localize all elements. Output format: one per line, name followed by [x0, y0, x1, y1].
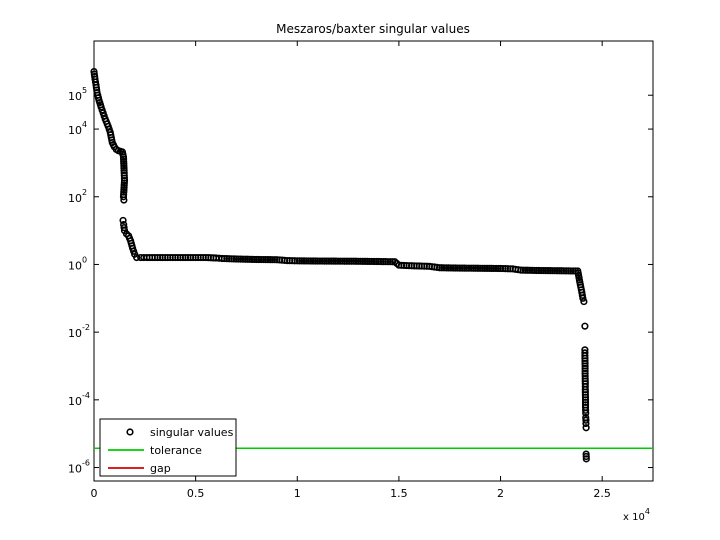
legend-marker — [126, 428, 134, 436]
data-point — [582, 452, 590, 461]
y-tick-label: 102 — [68, 188, 87, 205]
data-point — [381, 258, 390, 266]
y-tick-label: 104 — [68, 120, 87, 137]
data-point — [220, 254, 229, 263]
data-point — [578, 291, 586, 299]
data-point — [562, 267, 570, 275]
data-point — [582, 406, 590, 414]
x-tick-label: 2 — [497, 487, 504, 500]
y-tick-label: 100 — [68, 255, 87, 272]
x-tick-label: 2.5 — [593, 487, 611, 500]
legend: singular values tolerance gap — [99, 418, 237, 477]
data-point — [374, 257, 383, 266]
axes-box — [93, 40, 654, 482]
data-point — [120, 196, 128, 204]
legend-box — [99, 418, 237, 477]
data-point — [119, 193, 128, 201]
x-tick-label: 0 — [91, 487, 98, 500]
data-point — [582, 455, 590, 463]
y-tick-label: 10-4 — [68, 391, 90, 408]
data-point — [379, 258, 387, 266]
legend-label: singular values — [150, 426, 234, 439]
data-point — [582, 416, 590, 424]
x-tick-label: 0.5 — [187, 487, 205, 500]
chart-title: Meszaros/baxter singular values — [276, 22, 470, 36]
x-axis-multiplier-base: x 10 — [623, 512, 645, 523]
data-point — [218, 254, 226, 263]
data-point — [133, 253, 141, 262]
x-axis-multiplier: x 104 — [623, 507, 650, 523]
data-point — [225, 255, 233, 263]
data-point — [384, 258, 392, 266]
data-point — [581, 322, 589, 330]
data-point — [582, 419, 590, 428]
data-point — [377, 257, 385, 266]
data-point — [567, 267, 575, 275]
y-tick-label: 10-6 — [68, 459, 90, 476]
data-point — [579, 294, 587, 302]
x-tick-label: 1.5 — [390, 487, 408, 500]
data-point — [223, 255, 231, 263]
axis-ticks: 0 0.5 1 1.5 2 2.5 105 104 102 100 10-2 10-4 10-6 — [68, 41, 653, 500]
data-point — [386, 258, 394, 266]
x-axis-multiplier-exp: 4 — [645, 507, 650, 516]
y-tick-label: 10-2 — [68, 323, 90, 340]
legend-label: gap — [150, 462, 171, 475]
singular-values-series — [90, 67, 590, 463]
data-point — [580, 297, 588, 306]
legend-label: tolerance — [150, 444, 202, 457]
data-point — [119, 216, 127, 225]
data-point — [582, 424, 590, 432]
plot-area — [90, 40, 654, 482]
data-point — [120, 224, 128, 232]
data-point — [557, 267, 566, 275]
data-point — [230, 255, 238, 263]
y-tick-label: 105 — [68, 86, 87, 103]
data-point — [582, 409, 590, 417]
x-tick-label: 1 — [294, 487, 301, 500]
data-point — [227, 255, 236, 263]
data-point — [564, 267, 573, 275]
data-point — [560, 267, 568, 275]
